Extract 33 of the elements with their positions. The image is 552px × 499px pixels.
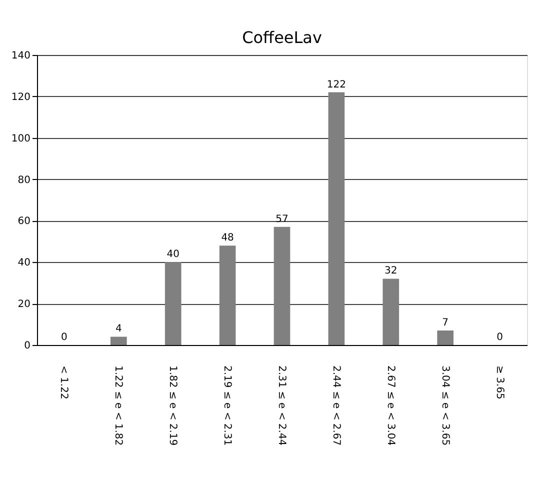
y-tick-label: 0 bbox=[24, 340, 30, 352]
data-label: 32 bbox=[384, 266, 398, 277]
chart-title: CoffeeLav bbox=[242, 28, 322, 47]
data-label: 40 bbox=[166, 249, 180, 260]
data-label: 122 bbox=[326, 79, 346, 90]
y-tick-label: 100 bbox=[11, 133, 30, 144]
data-label: 0 bbox=[61, 332, 68, 343]
data-label: 4 bbox=[115, 324, 122, 335]
bar bbox=[219, 246, 236, 345]
x-tick-label: 3.04 ≤ e < 3.65 bbox=[439, 366, 450, 446]
x-tick-label: 1.82 ≤ e < 2.19 bbox=[167, 366, 178, 446]
data-label: 0 bbox=[496, 332, 503, 343]
x-tick-label: 1.22 ≤ e < 1.82 bbox=[112, 366, 124, 446]
y-tick-label: 80 bbox=[18, 174, 30, 186]
x-tick-label: 2.31 ≤ e < 2.44 bbox=[276, 366, 287, 446]
data-label: 7 bbox=[442, 318, 449, 328]
data-label: 48 bbox=[221, 232, 234, 244]
x-tick-label: 2.19 ≤ e < 2.31 bbox=[222, 366, 233, 446]
x-tick-label: < 1.22 bbox=[58, 366, 70, 400]
bar bbox=[164, 262, 182, 345]
x-tick-label: 2.44 ≤ e < 2.67 bbox=[330, 366, 342, 446]
y-tick-label: 120 bbox=[11, 92, 30, 103]
x-tick-label: ≥ 3.65 bbox=[494, 366, 505, 400]
bar bbox=[274, 226, 290, 345]
bar bbox=[328, 92, 345, 345]
y-tick-label: 40 bbox=[18, 258, 30, 269]
y-tick-label: 60 bbox=[18, 216, 30, 228]
x-tick-label: 2.67 ≤ e < 3.04 bbox=[384, 366, 396, 446]
bar bbox=[110, 336, 127, 345]
bar bbox=[437, 330, 454, 345]
y-tick-label: 20 bbox=[18, 299, 30, 310]
y-tick-label: 140 bbox=[11, 50, 30, 62]
bar bbox=[382, 278, 400, 345]
